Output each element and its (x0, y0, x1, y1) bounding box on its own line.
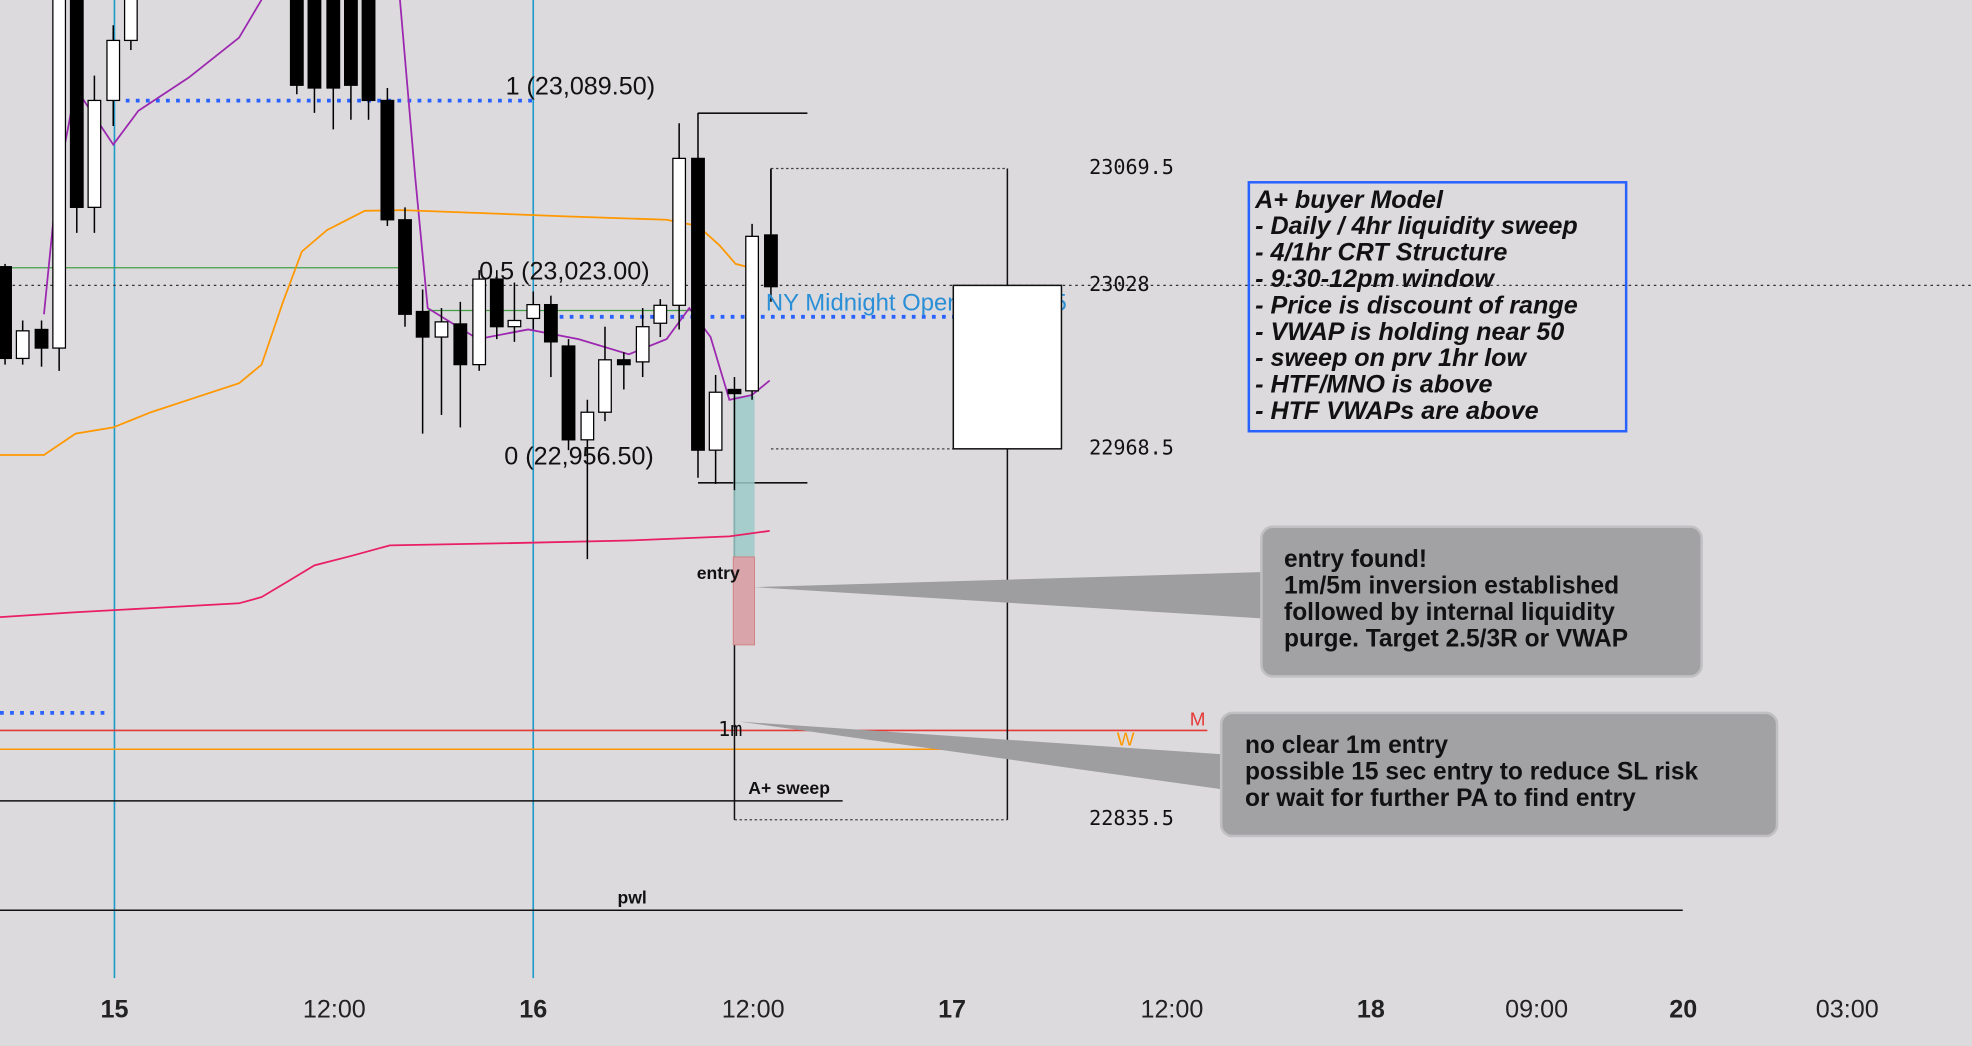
model-line: A+ buyer Model (1254, 186, 1444, 214)
callout (1260, 525, 1703, 678)
candle-body (106, 39, 121, 102)
x-tick-label: 09:00 (1505, 995, 1568, 1023)
candle-body (343, 0, 358, 86)
candle-body (52, 0, 67, 349)
candle-body (398, 219, 412, 315)
callout-line: 1m/5m inversion established (1284, 573, 1619, 600)
candle-body (526, 303, 541, 320)
plot (0, 0, 778, 618)
candle-body (598, 359, 612, 413)
candle-body (453, 323, 468, 366)
candle-body (672, 157, 687, 306)
x-tick-label: 16 (519, 995, 547, 1023)
candle-body (580, 411, 595, 441)
candle-body (543, 303, 558, 343)
candle-body (361, 0, 376, 102)
htf-candle (952, 284, 1063, 450)
candle-body (307, 0, 322, 89)
candle-body (561, 345, 576, 441)
x-tick-label: 12:00 (722, 995, 785, 1023)
price-label: 23069.5 (1089, 155, 1174, 179)
model-box (1247, 181, 1628, 433)
candle-body (326, 0, 341, 89)
candle-body (0, 266, 12, 360)
candle-body (727, 388, 742, 395)
model-line: - HTF/MNO is above (1255, 371, 1492, 399)
overlay: 1 (23,089.50) 0.5 (23,023.00) 0 (22,956.… (479, 73, 1779, 908)
model-line: - 4/1hr CRT Structure (1255, 239, 1507, 267)
timeframe-label: 1m (718, 717, 742, 741)
price-label: 22968.5 (1089, 435, 1174, 459)
callout-pointer (739, 721, 1224, 790)
entry-label: entry (697, 563, 740, 583)
fib-label: 0 (22,956.50) (504, 442, 653, 470)
position-target (733, 396, 755, 557)
callout-line: followed by internal liquidity (1284, 599, 1615, 626)
pwl-label: pwl (618, 888, 647, 908)
x-tick-label: 03:00 (1816, 995, 1879, 1023)
callout (1219, 711, 1779, 838)
x-tick-label: 12:00 (303, 995, 366, 1023)
x-tick-label: 20 (1669, 995, 1697, 1023)
weekly-label: W (1117, 728, 1135, 749)
candle-body (616, 359, 631, 366)
candle-body (691, 157, 705, 451)
fib-label: 1 (23,089.50) (506, 73, 655, 101)
candle-body (635, 326, 650, 363)
indicator-line (0, 529, 770, 618)
callout-line: possible 15 sec entry to reduce SL risk (1245, 759, 1698, 786)
price-label: 22835.5 (1089, 806, 1174, 830)
candle-body (87, 99, 102, 208)
candle-body (123, 0, 138, 42)
model-line: - sweep on prv 1hr low (1255, 344, 1527, 372)
model-line: - 9:30-12pm window (1255, 265, 1495, 293)
candle-body (289, 0, 304, 86)
price-label: 23028 (1089, 272, 1150, 296)
drawings (0, 0, 1972, 979)
fib-label: 0.5 (23,023.00) (479, 257, 649, 285)
candle-body (434, 321, 449, 338)
candle-body (745, 235, 760, 392)
candle-body (472, 278, 487, 366)
monthly-label: M (1190, 708, 1206, 729)
candle-body (415, 310, 430, 338)
callout-line: purge. Target 2.5/3R or VWAP (1284, 625, 1628, 652)
callout-line: no clear 1m entry (1245, 732, 1448, 759)
model-line: - Daily / 4hr liquidity sweep (1255, 212, 1578, 240)
candle-body (15, 330, 30, 360)
callout-line: entry found! (1284, 546, 1427, 573)
candle-body (489, 278, 504, 328)
model-line: - HTF VWAPs are above (1255, 397, 1539, 425)
x-tick-label: 18 (1357, 995, 1385, 1023)
model-line: - Price is discount of range (1255, 291, 1578, 319)
candle-body (69, 0, 84, 208)
model-line: - VWAP is holding near 50 (1255, 318, 1564, 346)
candle-body (507, 319, 522, 328)
candle-body (380, 99, 395, 221)
sweep-label: A+ sweep (748, 778, 830, 798)
indicator-line (43, 0, 771, 401)
candle-body (653, 304, 668, 324)
x-axis: 15 12:00 16 12:00 17 12:00 18 09:00 20 03:00 (100, 995, 1878, 1023)
callout-line: or wait for further PA to find entry (1245, 785, 1636, 812)
x-tick-label: 17 (938, 995, 966, 1023)
x-tick-label: 15 (100, 995, 128, 1023)
candle-body (708, 391, 723, 451)
callout-pointer (754, 572, 1264, 619)
candle-body (764, 234, 778, 288)
candle-body (34, 328, 49, 349)
x-tick-label: 12:00 (1140, 995, 1203, 1023)
position-stop (732, 556, 755, 646)
